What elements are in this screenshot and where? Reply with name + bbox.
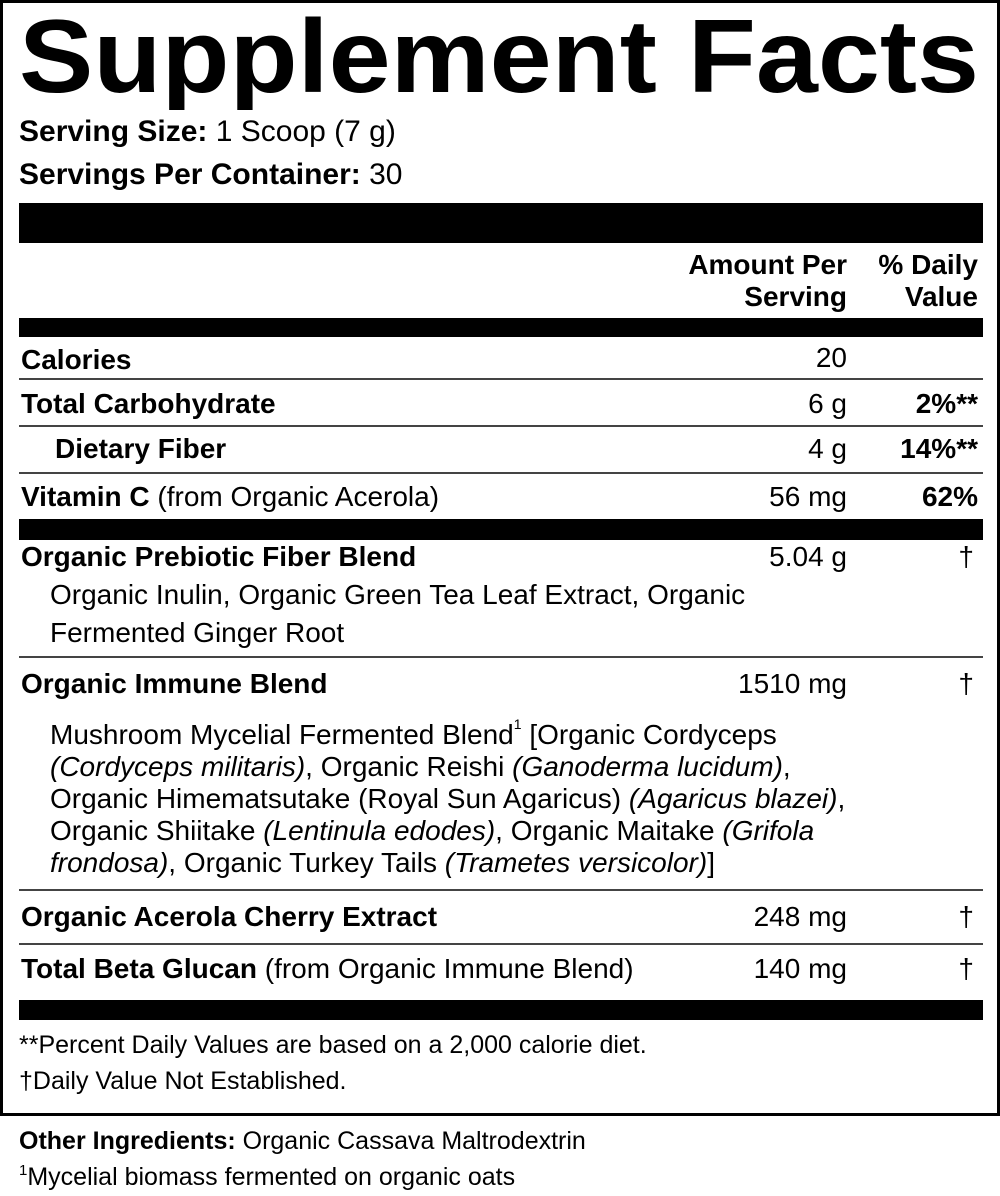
row-vitamin-c-note: (from Organic Acerola) (149, 481, 440, 512)
text: , Organic Turkey Tails (168, 847, 445, 878)
divider-medium (19, 519, 983, 540)
row-immune-detail-4: Organic Shiitake (Lentinula edodes), Org… (50, 817, 814, 845)
text: ] (707, 847, 715, 878)
header-dv-line2: Value (904, 281, 978, 312)
row-calories-name: Calories (21, 344, 132, 375)
serving-size-value: 1 Scoop (7 g) (207, 115, 396, 148)
row-acerola-amount: 248 mg (753, 901, 847, 932)
servings-per-container-value: 30 (360, 158, 403, 191)
row-fiber-dv: 14%** (900, 433, 978, 464)
other-ingredients: Other Ingredients: Organic Cassava Maltr… (19, 1129, 586, 1154)
divider (19, 378, 983, 380)
footnote-not-established: †Daily Value Not Established. (19, 1067, 347, 1095)
text: Organic Himematsutake (Royal Sun Agaricu… (50, 783, 629, 814)
row-vitamin-c-dv: 62% (921, 481, 978, 512)
row-acerola-name: Organic Acerola Cherry Extract (21, 901, 438, 932)
row-vitamin-c: Vitamin C (from Organic Acerola) (21, 483, 439, 511)
row-immune-detail-2: (Cordyceps militaris), Organic Reishi (G… (50, 753, 791, 781)
title: Supplement Facts (19, 0, 979, 110)
footnote-mark: 1 (19, 1162, 28, 1179)
text: , (782, 751, 791, 782)
serving-size-label: Serving Size: (19, 115, 208, 148)
supplement-facts-panel (0, 0, 1000, 1116)
text: , Organic Maitake (495, 815, 723, 846)
header-amount-line2: Serving (744, 281, 847, 312)
divider (19, 889, 983, 891)
divider (19, 472, 983, 474)
latin-name: (Cordyceps militaris) (50, 751, 306, 782)
row-fiber-name: Dietary Fiber (55, 433, 227, 464)
row-prebiotic-name: Organic Prebiotic Fiber Blend (21, 541, 417, 572)
row-vitamin-c-name: Vitamin C (21, 481, 150, 512)
text: , Organic Reishi (305, 751, 513, 782)
row-immune-amount: 1510 mg (738, 668, 847, 699)
footnote-mycelial-text: Mycelial biomass fermented on organic oa… (27, 1163, 516, 1191)
footnote-mycelial: 1Mycelial biomass fermented on organic o… (19, 1162, 516, 1191)
divider-medium (19, 1000, 983, 1020)
text: [Organic Cordyceps (521, 719, 777, 750)
divider-medium (19, 318, 983, 337)
row-immune-detail-3: Organic Himematsutake (Royal Sun Agaricu… (50, 785, 845, 813)
row-beta-glucan-dv: † (958, 953, 974, 984)
header-dv-line1: % Daily (878, 249, 978, 280)
latin-name: (Trametes versicolor) (444, 847, 708, 878)
row-fiber-amount: 4 g (808, 433, 847, 464)
row-prebiotic-detail-2: Fermented Ginger Root (50, 617, 345, 648)
footnote-mark: 1 (513, 716, 522, 732)
divider (19, 656, 983, 658)
other-ingredients-value: Organic Cassava Maltrodextrin (235, 1127, 586, 1155)
row-beta-glucan-note: (from Organic Immune Blend) (256, 953, 634, 984)
latin-name: (Ganoderma lucidum) (512, 751, 783, 782)
latin-name: (Agaricus blazei) (628, 783, 838, 814)
latin-name: frondosa) (50, 847, 169, 878)
row-acerola-dv: † (958, 901, 974, 932)
serving-size: Serving Size: 1 Scoop (7 g) (19, 117, 396, 147)
text: Mushroom Mycelial Fermented Blend (50, 719, 514, 750)
header-amount-line1: Amount Per (688, 249, 847, 280)
row-carb-dv: 2%** (915, 388, 978, 419)
row-beta-glucan-amount: 140 mg (753, 953, 847, 984)
latin-name: (Lentinula edodes) (263, 815, 496, 846)
row-prebiotic-dv: † (958, 541, 974, 572)
row-carb-amount: 6 g (808, 388, 847, 419)
row-carb-name: Total Carbohydrate (21, 388, 276, 419)
servings-per-container-label: Servings Per Container: (19, 158, 361, 191)
text: Organic Shiitake (50, 815, 264, 846)
text: , (837, 783, 846, 814)
row-beta-glucan-name: Total Beta Glucan (21, 953, 257, 984)
divider (19, 943, 983, 945)
title-text: Supplement Facts (19, 0, 979, 110)
row-vitamin-c-amount: 56 mg (769, 481, 847, 512)
row-immune-name: Organic Immune Blend (21, 668, 328, 699)
row-immune-detail-5: frondosa), Organic Turkey Tails (Tramete… (50, 849, 715, 877)
row-immune-detail-1: Mushroom Mycelial Fermented Blend1 [Orga… (50, 717, 777, 750)
latin-name: (Grifola (722, 815, 815, 846)
row-prebiotic-detail-1: Organic Inulin, Organic Green Tea Leaf E… (50, 579, 746, 610)
servings-per-container: Servings Per Container: 30 (19, 160, 402, 190)
row-calories-amount: 20 (815, 342, 847, 373)
row-immune-dv: † (958, 668, 974, 699)
footnote-daily-values: **Percent Daily Values are based on a 2,… (19, 1031, 647, 1059)
row-beta-glucan: Total Beta Glucan (from Organic Immune B… (21, 955, 634, 983)
row-prebiotic-amount: 5.04 g (769, 541, 847, 572)
divider (19, 425, 983, 427)
divider-thick (19, 203, 983, 243)
other-ingredients-label: Other Ingredients: (19, 1127, 236, 1155)
